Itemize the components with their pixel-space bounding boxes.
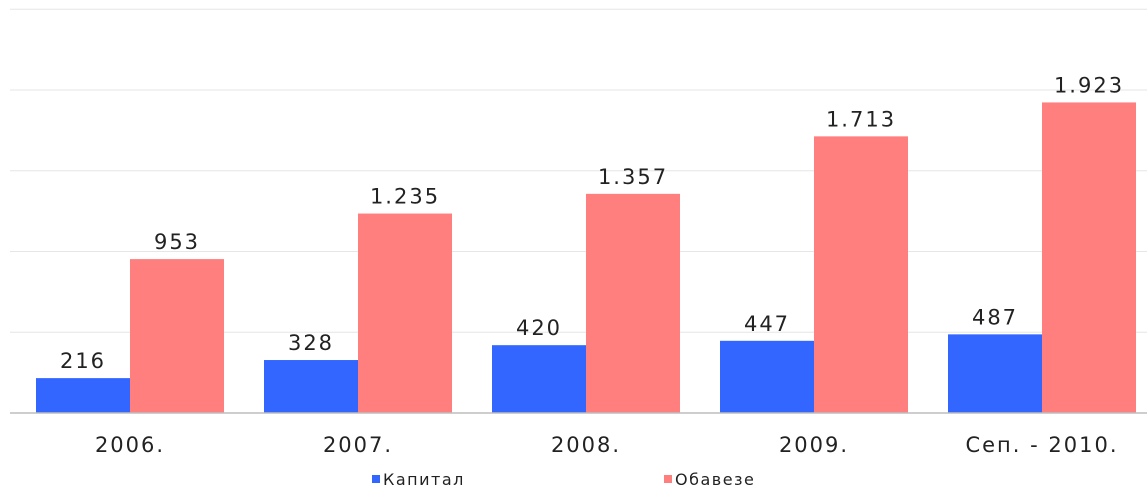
bar-obaveze (358, 213, 452, 413)
legend-label: Обавезе (675, 470, 755, 489)
data-label: 328 (288, 331, 334, 355)
data-label: 420 (516, 316, 562, 340)
data-label: 1.713 (826, 107, 896, 131)
bar-obaveze (814, 136, 908, 413)
bar-kapital (720, 340, 814, 413)
bar-kapital (264, 360, 358, 413)
x-tick-label: Сеп. - 2010. (965, 433, 1118, 457)
x-tick-label: 2008. (551, 433, 621, 457)
data-label: 447 (744, 312, 790, 336)
bar-obaveze (586, 193, 680, 413)
data-label: 216 (60, 349, 106, 373)
legend-swatch (372, 475, 380, 483)
value-labels: 216 953 328 1.235 420 1.357 447 1.713 487 1.923 (60, 73, 1124, 373)
x-tick-label: 2006. (95, 433, 165, 457)
data-label: 487 (972, 305, 1018, 329)
legend-swatch (664, 475, 672, 483)
bars (36, 102, 1136, 414)
x-tick-label: 2009. (779, 433, 849, 457)
bar-kapital (36, 378, 130, 413)
data-label: 1.923 (1054, 73, 1124, 97)
category-labels: 2006. 2007. 2008. 2009. Сеп. - 2010. (95, 433, 1118, 457)
bar-obaveze (1042, 102, 1136, 414)
bar-kapital (948, 334, 1042, 413)
data-label: 1.357 (598, 165, 668, 189)
x-tick-label: 2007. (323, 433, 393, 457)
bar-kapital (492, 345, 586, 413)
bar-obaveze (130, 259, 224, 413)
gridlines (10, 8, 1147, 333)
data-label: 953 (154, 230, 200, 254)
legend-label: Капитал (383, 470, 465, 489)
data-label: 1.235 (370, 185, 440, 209)
legend: Капитал Обавезе (372, 470, 755, 489)
